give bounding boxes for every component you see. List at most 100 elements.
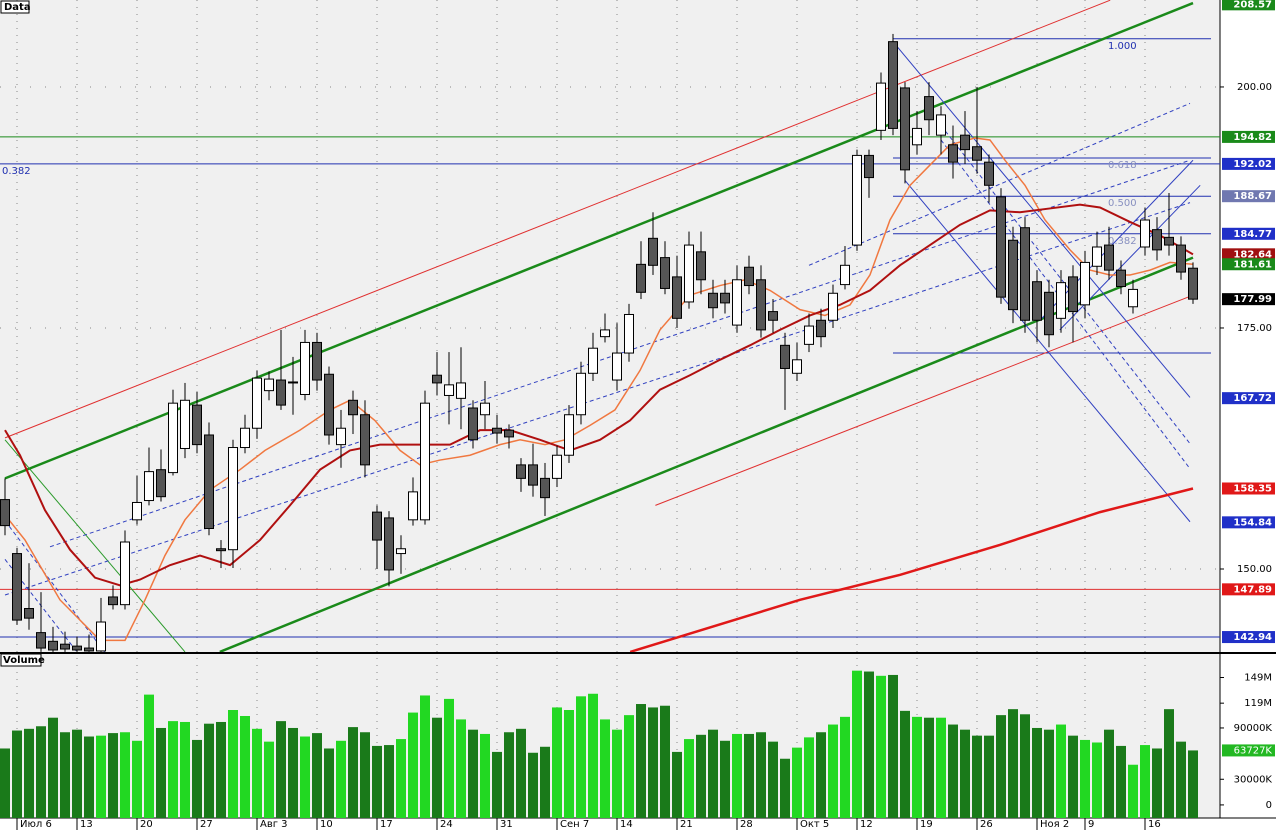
volume-bar [252, 728, 263, 818]
volume-bar [840, 716, 851, 818]
volume-bar [108, 733, 119, 818]
candle-body [1056, 282, 1066, 319]
volume-bar [276, 721, 287, 818]
volume-bar [504, 732, 515, 818]
candle-body [924, 96, 935, 121]
volume-bar [564, 710, 575, 818]
x-tick-label: Окт 5 [800, 819, 829, 830]
candle-body [732, 279, 743, 326]
candle-body [996, 196, 1007, 298]
volume-bar [1056, 724, 1066, 818]
x-tick-label: 9 [1088, 819, 1094, 830]
volume-bar [408, 712, 419, 818]
candle-body [228, 447, 239, 551]
volume-bar [576, 696, 587, 818]
candle-body [900, 87, 911, 171]
price-marker-box [1222, 190, 1275, 203]
candle-body [1128, 288, 1138, 308]
candle-body [276, 379, 287, 406]
volume-bar [984, 735, 995, 818]
volume-bar [1116, 745, 1126, 818]
panel-title: Volume [3, 655, 45, 666]
trendline [892, 41, 1191, 398]
x-tick-label: 28 [740, 819, 753, 830]
candle-body [588, 347, 599, 374]
volume-bar [936, 717, 947, 818]
volume-bar [744, 733, 755, 818]
candle-body [576, 372, 587, 416]
volume-bar [0, 748, 11, 818]
candle-body [1188, 267, 1198, 300]
volume-bar [1152, 748, 1162, 818]
volume-bar [516, 728, 527, 818]
volume-bar [36, 726, 47, 818]
volume-bar [720, 740, 731, 818]
candle-body [348, 399, 359, 416]
volume-bar [396, 739, 407, 818]
volume-bar [144, 694, 155, 818]
candle-body [984, 161, 995, 186]
candle-body [60, 643, 71, 650]
trendline [4, 0, 1111, 439]
volume-bar [912, 716, 923, 818]
price-marker-label: 194.82 [1233, 132, 1272, 143]
x-tick-label: 10 [320, 819, 333, 830]
candle-body [468, 407, 479, 441]
candle-body [696, 251, 707, 281]
axes: Июл 6 13 20 27 Авг 3 10 17 24 31 Сен 7 14 21 28 Окт 5… [16, 0, 1275, 830]
x-tick-label: 16 [1148, 819, 1161, 830]
x-tick-label: Сен 7 [560, 819, 589, 830]
volume-bar [1008, 709, 1019, 818]
price-panel [0, 0, 1220, 652]
x-tick-label: 12 [860, 819, 873, 830]
x-tick-label: 14 [620, 819, 633, 830]
volume-bar [228, 710, 239, 818]
candle-body [636, 263, 647, 293]
x-tick-label: 21 [680, 819, 693, 830]
volume-bar [876, 675, 887, 818]
candle-body [384, 517, 395, 571]
candle-body [936, 114, 947, 136]
candle-body [708, 292, 719, 309]
candle-body [1116, 269, 1126, 288]
candle-body [1104, 244, 1114, 271]
price-marker-label: 142.94 [1233, 632, 1272, 643]
candle-body [396, 548, 407, 555]
candle-body [216, 548, 227, 552]
candle-body [240, 427, 251, 449]
candle-body [648, 237, 659, 266]
current-volume-label: 63727K [1234, 745, 1273, 756]
candle-body [1020, 227, 1031, 321]
candle-body [960, 134, 971, 151]
volume-bar [828, 724, 839, 818]
candle-body [72, 645, 83, 651]
volume-bar [924, 717, 935, 818]
volume-bar [1068, 735, 1078, 818]
candle-body [192, 404, 203, 446]
candle-body [1032, 281, 1042, 321]
trendline [808, 102, 1191, 266]
candle-body [1080, 261, 1090, 306]
volume-bar [120, 732, 131, 818]
candle-body [1176, 244, 1186, 273]
candle-body [12, 553, 23, 621]
price-marker-label: 154.84 [1233, 517, 1272, 528]
trendline [219, 256, 1194, 652]
volume-bar [456, 719, 467, 818]
candle-body [324, 373, 335, 436]
trendline [940, 125, 1191, 444]
volume-bar [972, 735, 983, 818]
price-marker-box [1222, 482, 1275, 495]
price-marker-label: 147.89 [1233, 584, 1272, 595]
candle-body [132, 501, 143, 521]
volume-bar [792, 747, 803, 818]
volume-bar [960, 729, 971, 818]
volume-bar [1020, 714, 1030, 818]
candle-body [492, 427, 503, 434]
price-marker-label: 182.64 [1233, 249, 1272, 260]
volume-bar [480, 733, 491, 818]
price-marker-label: 181.61 [1233, 259, 1272, 270]
candle-body [876, 82, 887, 131]
candle-body [36, 632, 47, 649]
